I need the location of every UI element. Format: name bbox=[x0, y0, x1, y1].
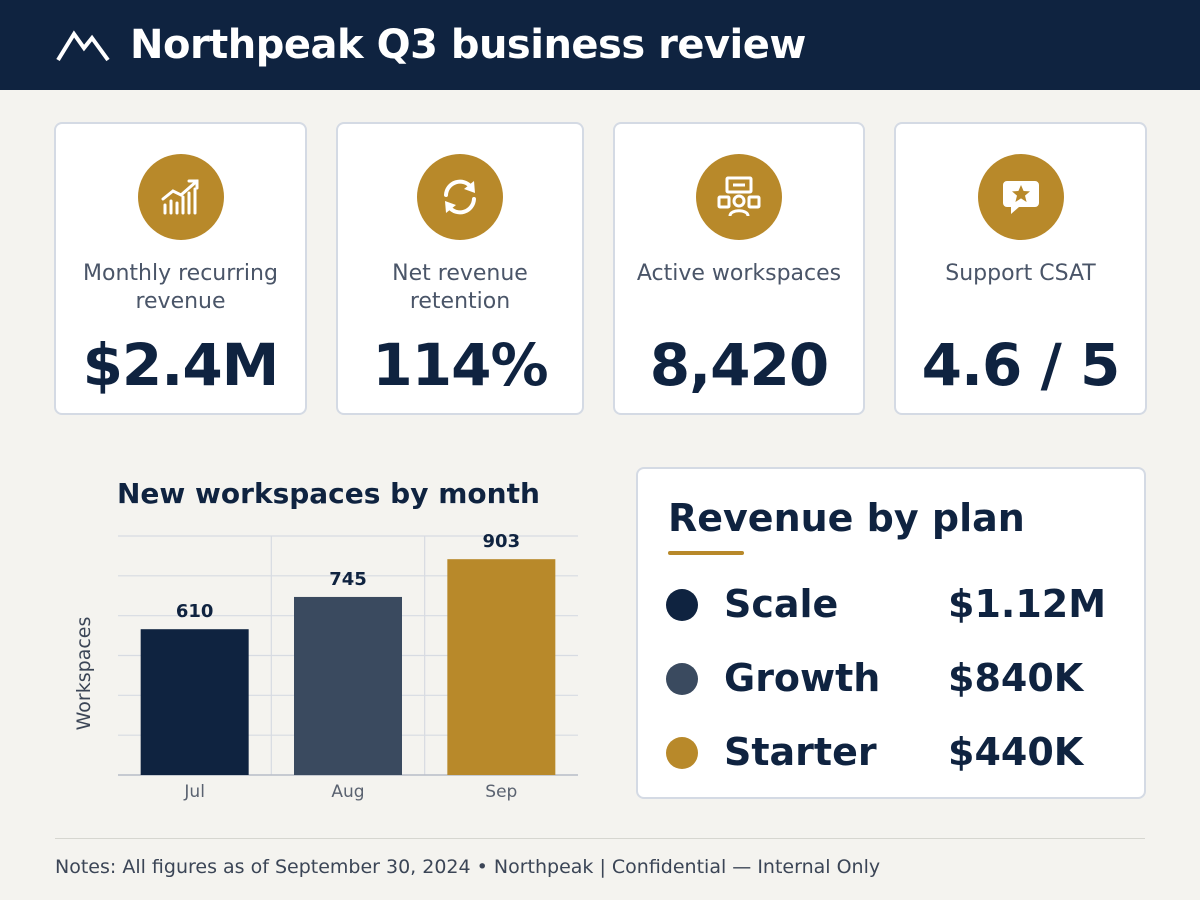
y-axis-label: Workspaces bbox=[73, 617, 95, 731]
kpi-value: 8,420 bbox=[649, 331, 829, 399]
footer-notes: Notes: All figures as of September 30, 2… bbox=[55, 856, 881, 878]
bar-aug bbox=[294, 596, 402, 775]
data-label: 745 bbox=[329, 569, 367, 590]
bar-sep bbox=[447, 559, 556, 775]
plan-row-starter: Starter $440K bbox=[666, 727, 1126, 777]
plan-name: Scale bbox=[724, 582, 839, 626]
chart-title: New workspaces by month bbox=[117, 477, 540, 510]
kpi-card-nrr: Net revenue retention 114% bbox=[336, 122, 584, 415]
kpi-card-csat: Support CSAT 4.6 / 5 bbox=[894, 122, 1147, 415]
footer-divider bbox=[55, 838, 1145, 839]
x-tick-label: Aug bbox=[331, 782, 364, 802]
header-bar: Northpeak Q3 business review bbox=[0, 0, 1200, 90]
kpi-value: 114% bbox=[372, 331, 548, 399]
x-tick-label: Jul bbox=[183, 782, 205, 802]
trending-up-chart-icon bbox=[161, 179, 198, 215]
kpi-card-mrr: Monthly recurring revenue $2.4M bbox=[54, 122, 307, 415]
revenue-card-title: Revenue by plan bbox=[668, 496, 1025, 540]
star-chat-icon bbox=[1002, 181, 1039, 214]
workspace-user-icon bbox=[717, 176, 761, 217]
kpi-icon-badge bbox=[417, 154, 503, 240]
mountain-icon bbox=[56, 30, 110, 62]
legend-dot bbox=[666, 663, 698, 695]
page-title: Northpeak Q3 business review bbox=[130, 22, 806, 68]
plan-name: Growth bbox=[724, 656, 881, 700]
legend-dot bbox=[666, 589, 698, 621]
kpi-label: Net revenue retention bbox=[392, 261, 528, 314]
kpi-card-workspaces: Active workspaces 8,420 bbox=[613, 122, 865, 415]
kpi-value: 4.6 / 5 bbox=[921, 331, 1121, 399]
kpi-label: Active workspaces bbox=[636, 261, 842, 286]
bar-jul bbox=[140, 629, 249, 775]
kpi-icon-badge bbox=[977, 154, 1064, 240]
plan-value: $1.12M bbox=[948, 582, 1107, 626]
legend-dot bbox=[666, 737, 698, 769]
kpi-icon-badge bbox=[696, 154, 782, 240]
x-tick-label: Sep bbox=[485, 782, 517, 802]
kpi-value: $2.4M bbox=[82, 331, 280, 399]
data-label: 903 bbox=[483, 531, 521, 552]
plan-name: Starter bbox=[724, 730, 877, 774]
plan-value: $840K bbox=[948, 656, 1084, 700]
revenue-by-plan-card: Revenue by plan Scale $1.12M Growth $840… bbox=[636, 467, 1146, 799]
bar-chart: 610 Jul 745 Aug 903 Sep Workspaces bbox=[73, 531, 578, 802]
data-label: 610 bbox=[176, 601, 214, 622]
refresh-cycle-icon bbox=[444, 179, 476, 215]
title-accent-underline bbox=[668, 551, 744, 555]
plan-row-growth: Growth $840K bbox=[666, 653, 1126, 703]
kpi-label: Support CSAT bbox=[945, 261, 1096, 286]
kpi-icon-badge bbox=[137, 154, 224, 240]
plan-value: $440K bbox=[948, 730, 1084, 774]
kpi-label: Monthly recurring revenue bbox=[83, 261, 278, 314]
plan-row-scale: Scale $1.12M bbox=[666, 579, 1126, 629]
